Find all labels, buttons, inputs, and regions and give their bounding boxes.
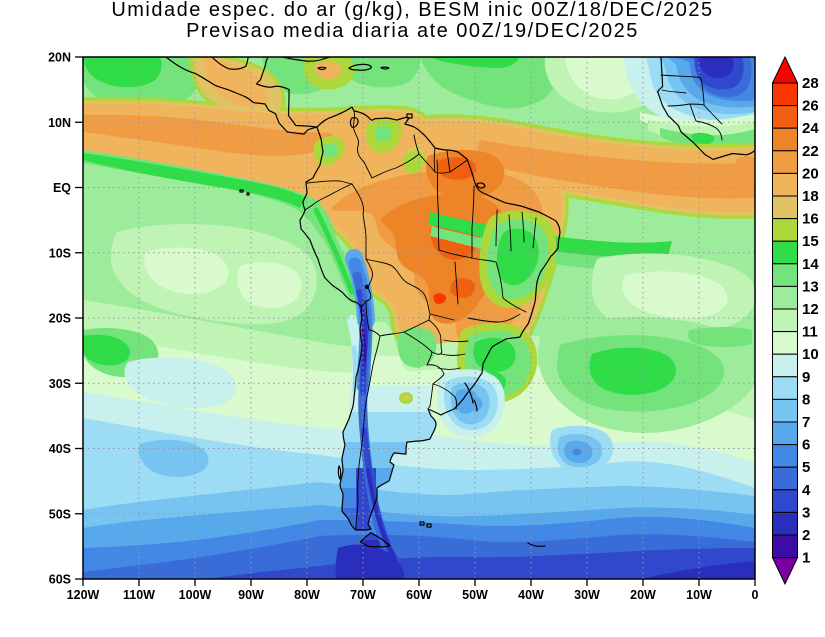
lon-label-40W: 40W bbox=[518, 588, 544, 602]
lon-label-10W: 10W bbox=[686, 588, 712, 602]
colorbar-label-16: 16 bbox=[802, 211, 819, 228]
colorbar-label-2: 2 bbox=[802, 527, 810, 544]
hispaniola-island bbox=[348, 63, 372, 71]
lon-label-60W: 60W bbox=[406, 588, 432, 602]
lon-label-30W: 30W bbox=[574, 588, 600, 602]
lat-label-EQ: EQ bbox=[53, 181, 71, 195]
colorbar-cell bbox=[772, 376, 798, 400]
colorbar-cell bbox=[772, 444, 798, 468]
latitude-axis: 20N 10N EQ 10S 20S 30S 40S 50S 60S bbox=[48, 51, 83, 587]
south-america-coastline bbox=[299, 106, 561, 531]
marajo-island bbox=[476, 182, 486, 189]
lon-label-100W: 100W bbox=[179, 588, 212, 602]
trinidad-island bbox=[406, 113, 413, 119]
colorbar-cell bbox=[772, 105, 798, 129]
colorbar-label-26: 26 bbox=[802, 98, 819, 115]
colorbar-label-14: 14 bbox=[802, 256, 819, 273]
lake-maracaibo bbox=[349, 117, 359, 128]
colorbar-label-5: 5 bbox=[802, 459, 810, 476]
colorbar-label-9: 9 bbox=[802, 369, 810, 386]
colorbar-label-15: 15 bbox=[802, 233, 819, 250]
lat-label-40S: 40S bbox=[49, 442, 71, 456]
jamaica-island bbox=[317, 66, 327, 71]
colorbar-cell bbox=[772, 285, 798, 310]
colorbar-label-24: 24 bbox=[802, 120, 819, 137]
lat-label-10S: 10S bbox=[49, 246, 71, 260]
colorbar-cell bbox=[772, 82, 798, 107]
central-america-caribbean-coast bbox=[211, 57, 249, 70]
lagoa-dos-patos bbox=[464, 382, 478, 412]
colorbar-cell bbox=[772, 421, 798, 446]
lon-label-120W: 120W bbox=[67, 588, 100, 602]
south-georgia-island bbox=[527, 542, 546, 547]
lon-label-20W: 20W bbox=[630, 588, 656, 602]
colorbar-label-1: 1 bbox=[802, 550, 810, 567]
lat-label-20N: 20N bbox=[48, 51, 71, 65]
colorbar-label-10: 10 bbox=[802, 346, 819, 363]
colorbar-cell bbox=[772, 150, 798, 174]
lat-label-10N: 10N bbox=[48, 116, 71, 130]
title-line-1: Umidade espec. do ar (g/kg), BESM inic 0… bbox=[111, 0, 714, 21]
lon-label-0: 0 bbox=[752, 588, 759, 602]
colorbar-cell bbox=[772, 466, 798, 491]
colorbar: 28 26 24 22 20 18 16 15 14 13 12 11 10 9 8 7 6 5 4 3 2 1 bbox=[771, 55, 819, 586]
colorbar-cell bbox=[772, 534, 798, 559]
colorbar-label-4: 4 bbox=[802, 482, 811, 499]
lat-label-30S: 30S bbox=[49, 377, 71, 391]
lat-label-20S: 20S bbox=[49, 312, 71, 326]
colorbar-label-20: 20 bbox=[802, 165, 819, 182]
colorbar-label-3: 3 bbox=[802, 504, 810, 521]
colorbar-label-6: 6 bbox=[802, 437, 810, 454]
galapagos-islands bbox=[239, 189, 250, 196]
colorbar-cell bbox=[772, 172, 798, 197]
coastlines bbox=[165, 57, 755, 548]
lon-label-70W: 70W bbox=[350, 588, 376, 602]
longitude-axis: 120W 110W 100W 90W 80W 70W 60W 50W 40W 30W 20W 10W 0 bbox=[67, 579, 759, 602]
country-borders bbox=[304, 74, 723, 531]
colorbar-arrow-top bbox=[771, 55, 799, 84]
tierra-del-fuego bbox=[359, 532, 391, 548]
cuba-coast bbox=[282, 57, 331, 62]
title-line-2: Previsao media diaria ate 00Z/19/DEC/202… bbox=[186, 20, 639, 42]
state-borders bbox=[429, 159, 537, 370]
colorbar-label-28: 28 bbox=[802, 75, 819, 92]
colorbar-label-22: 22 bbox=[802, 143, 819, 160]
colorbar-label-12: 12 bbox=[802, 301, 819, 318]
lat-label-60S: 60S bbox=[49, 573, 71, 587]
colorbar-cell bbox=[772, 240, 798, 265]
colorbar-cell bbox=[772, 489, 798, 513]
lon-label-50W: 50W bbox=[462, 588, 488, 602]
africa-borders bbox=[660, 74, 723, 141]
colorbar-cell bbox=[772, 353, 798, 378]
colorbar-arrow-bottom bbox=[771, 557, 799, 586]
colorbar-label-8: 8 bbox=[802, 391, 810, 408]
falkland-islands bbox=[419, 521, 432, 528]
central-america-pacific-coast bbox=[165, 57, 318, 135]
colorbar-cell bbox=[772, 195, 798, 220]
colorbar-cell bbox=[772, 511, 798, 536]
puerto-rico-island bbox=[380, 66, 390, 70]
yucatan-honduras-coast bbox=[256, 57, 318, 128]
chiloe-island bbox=[337, 465, 342, 480]
colorbar-cell bbox=[772, 331, 798, 355]
lat-label-50S: 50S bbox=[49, 507, 71, 521]
africa-coastline bbox=[657, 57, 755, 160]
gridlines bbox=[83, 57, 755, 579]
lon-label-80W: 80W bbox=[294, 588, 320, 602]
colorbar-label-7: 7 bbox=[802, 414, 810, 431]
colorbar-label-13: 13 bbox=[802, 278, 819, 295]
colorbar-cell bbox=[772, 127, 798, 152]
colorbar-cell bbox=[772, 263, 798, 287]
colorbar-label-11: 11 bbox=[802, 324, 818, 341]
colorbar-cell bbox=[772, 308, 798, 333]
colorbar-cell bbox=[772, 218, 798, 242]
colorbar-cell bbox=[772, 398, 798, 423]
lon-label-90W: 90W bbox=[238, 588, 264, 602]
colorbar-label-18: 18 bbox=[802, 188, 819, 205]
lon-label-110W: 110W bbox=[123, 588, 155, 602]
plot-title: Umidade espec. do ar (g/kg), BESM inic 0… bbox=[0, 0, 825, 42]
